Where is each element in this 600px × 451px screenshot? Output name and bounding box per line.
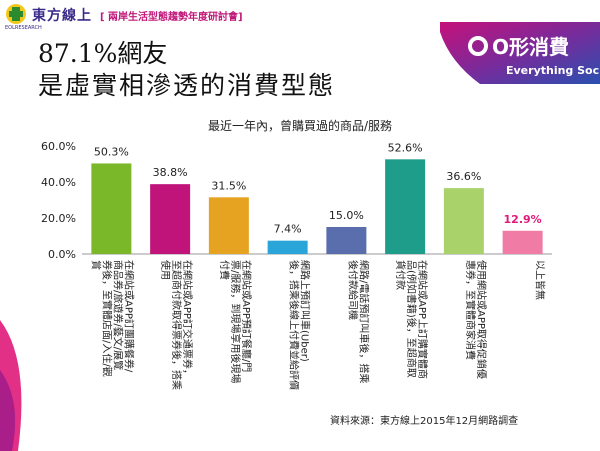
bar <box>385 159 426 254</box>
category-label-line: 使用 <box>159 260 172 280</box>
category-label-line: 在網站或APP預訂餐廳/門 <box>240 260 253 372</box>
category-label-line: 在網站或APP訂團購餐券/ <box>122 260 135 373</box>
category-label-line: 使用網站或APP取得促銷優 <box>475 260 488 379</box>
category-label-line: 賞 <box>89 260 102 270</box>
bar <box>91 163 132 254</box>
category-label-line: 至超商付款取得票券後，搭乘 <box>170 260 183 390</box>
bar <box>267 240 308 254</box>
y-tick-label: 40.0% <box>41 176 76 189</box>
category-label: 以上皆無 <box>534 260 547 300</box>
data-label: 52.6% <box>388 141 423 154</box>
category-label-line: 貨付款 <box>394 260 407 290</box>
brand-name: 東方線上 <box>32 8 92 24</box>
category-label-line: 在網站或APP上訂購實體商 <box>416 260 429 379</box>
slide-title-line-2: 是虛實相滲透的消費型態 <box>38 71 336 100</box>
data-label: 7.4% <box>274 223 302 236</box>
category-label-line: 網路上預訂叫車(Uber) <box>299 260 312 362</box>
slide-title-line-1: 87.1%網友 <box>38 39 168 68</box>
data-label: 12.9% <box>504 213 542 226</box>
category-label-line: 品(例如書籍)後，至超商取 <box>405 260 418 378</box>
bar <box>443 188 484 254</box>
category-label-line: 商品券/旅遊券/藝文/展覽 <box>111 260 124 370</box>
y-tick-label: 20.0% <box>41 212 76 225</box>
brand-small-text: EOLRESEARCH <box>5 25 42 31</box>
badge-main-text: O形消費 <box>492 35 569 59</box>
category-label-line: 券後，至實體店面/入住/觀 <box>100 260 113 377</box>
header-bar: 東方線上 [ 兩岸生活型態趨勢年度研討會] EOLRESEARCH <box>0 0 600 31</box>
data-label: 31.5% <box>211 179 246 192</box>
y-tick-label: 0.0% <box>48 248 76 261</box>
chart-title: 最近一年內，曾購買過的商品/服務 <box>207 119 393 133</box>
data-label: 15.0% <box>329 209 364 222</box>
o-shape-consumption-badge: O形消費 Everything Social <box>440 22 600 84</box>
category-label-line: 在網站或APP訂交通票券， <box>181 260 194 379</box>
bar <box>208 197 249 254</box>
category-label-line: 後付款給司機 <box>346 260 359 320</box>
left-decoration <box>0 320 22 451</box>
data-label: 50.3% <box>94 145 129 158</box>
bar <box>326 227 367 254</box>
category-label-line: 網路/電話預訂叫車後，搭乘 <box>357 260 370 383</box>
category-label: 網路上預訂叫車(Uber)後，搭乘後線上付費並給評價 <box>288 260 312 390</box>
badge-sub-text: Everything Social <box>506 64 600 77</box>
category-label-line: 付費 <box>218 260 231 280</box>
event-name: [ 兩岸生活型態趨勢年度研討會] <box>100 12 243 23</box>
o-ring-icon <box>468 36 488 56</box>
data-label: 36.6% <box>446 170 481 183</box>
y-tick-label: 60.0% <box>41 140 76 153</box>
category-label-line: 以上皆無 <box>534 260 547 300</box>
company-logo-icon <box>6 4 26 24</box>
category-label-line: 惠券，至實體商家消費 <box>464 260 477 360</box>
data-label: 38.8% <box>153 166 188 179</box>
source-note: 資料來源：東方線上2015年12月網路調查 <box>330 416 519 427</box>
category-label-line: 後，搭乘後線上付費並給評價 <box>288 260 301 390</box>
bar <box>150 184 191 254</box>
category-label-line: 票/服務，到現場享用後現場 <box>229 260 242 383</box>
bar <box>502 230 543 254</box>
